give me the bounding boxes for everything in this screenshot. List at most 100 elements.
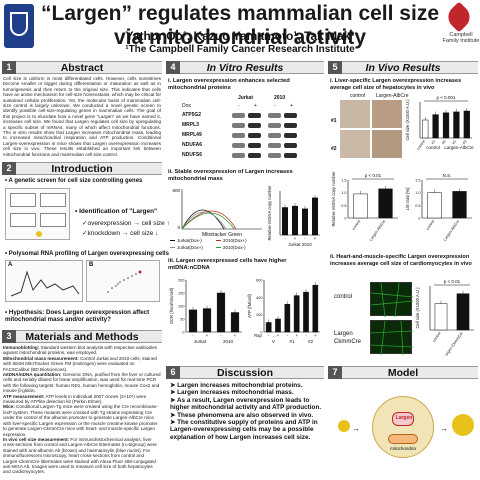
highlight-point (138, 270, 142, 274)
blot-lane: + (290, 103, 293, 109)
liver-row-2: #2 (331, 146, 337, 152)
bar (282, 207, 288, 236)
dox-label: - (268, 333, 270, 338)
y-tick-label: 0 (260, 331, 262, 335)
discussion-item: ➤ Largen increases mitochondrial mass. (170, 389, 294, 397)
bar (427, 192, 442, 219)
polysome-label: • Polysomal RNA profiling of Largen over… (5, 251, 169, 257)
screen-step-3 (10, 213, 36, 227)
methods-item: In vivo cell size measurement: For immun… (3, 436, 157, 475)
dox-label: - (192, 333, 194, 338)
bar (442, 112, 450, 139)
blot-lane: - (274, 103, 276, 109)
blot-band (268, 123, 281, 128)
discussion-title: Discussion (216, 367, 274, 379)
in-vitro-iii: iii. Largen overexpressed cells have hig… (168, 258, 287, 271)
introduction-header: Introduction 2 (2, 162, 162, 175)
x-axis-label: Jurkat 2010 (288, 242, 312, 247)
y-tick-label: 0 (418, 217, 420, 221)
dox-label: + (314, 333, 317, 338)
bar (378, 188, 393, 219)
blot-band (268, 143, 281, 148)
dox-label: + (277, 333, 280, 338)
liver-image-lg-1 (372, 100, 402, 128)
bar (422, 119, 429, 139)
maple-leaf-icon (443, 1, 475, 33)
liver-image-ctrl-2 (340, 130, 370, 158)
screen-step-2 (40, 193, 66, 207)
in-vivo-num: 5 (328, 61, 342, 74)
significance-label: N.S. (443, 173, 452, 178)
bar (202, 308, 212, 333)
identification-text: Identification of "Largen" (79, 208, 158, 215)
cell-icon (36, 231, 42, 237)
in-vivo-i: i. Liver-specific Largen overexpression … (330, 78, 462, 91)
group-label: V (272, 339, 275, 344)
y-tick-label: 400 (256, 296, 262, 300)
blot-band (232, 123, 245, 128)
dox-label: + (314, 236, 317, 241)
category-label: Largen-AlbCre (369, 219, 386, 242)
y-tick-label: 0 (182, 331, 184, 335)
bar (463, 110, 470, 139)
y-tick-label: 1.0 (415, 191, 420, 195)
discussion-num: 6 (166, 366, 180, 379)
facs-ytick: 600 (172, 188, 180, 193)
introduction-title: Introduction (51, 163, 113, 175)
blot-lane: + (254, 103, 257, 109)
bar (275, 318, 281, 333)
blot-band (248, 133, 261, 138)
polysome-trace (10, 270, 80, 297)
liver-row-1: #1 (331, 118, 337, 124)
campbell-logo: Campbell Family Institute (442, 1, 479, 54)
dox-label: - (304, 236, 306, 241)
blot-band (284, 133, 297, 138)
dox-label: - (284, 236, 286, 241)
bar (312, 197, 318, 236)
category-label: control (432, 331, 442, 343)
category-label: control (426, 219, 436, 231)
university-logo (4, 4, 34, 48)
bar (434, 303, 448, 331)
arrow-right-icon: → (440, 424, 448, 433)
blot-band (268, 133, 281, 138)
panel-b-label: B (89, 262, 94, 268)
blot-band (284, 123, 297, 128)
facs-series-line (181, 211, 227, 230)
methods-item: ATP measurement: ATP levels in individua… (3, 393, 147, 405)
y-tick-label: 0.5 (341, 204, 346, 208)
y-tick-label: 1.0 (341, 191, 346, 195)
facs-series-line (181, 209, 225, 230)
dox-label: + (234, 333, 237, 338)
bar (353, 193, 368, 219)
screen-step-1 (10, 193, 36, 207)
methods-item: Mitochondrial mass measurement: Control … (3, 355, 157, 372)
methods-item: Immunoblotting: Standard western blot an… (3, 345, 157, 356)
institute: ¹The Campbell Family Cancer Research Ins… (125, 44, 355, 55)
in-vitro-num: 4 (166, 61, 180, 74)
cell-circle (372, 396, 434, 458)
polysome-curve (10, 270, 80, 297)
bar (302, 208, 308, 236)
heart-cell-size-chart: Cell size (X1000 A.U.) control Largen-Ckmm… (415, 279, 474, 356)
bar (292, 205, 298, 236)
discussion-item: ➤ Largen increases mitochondrial protein… (170, 382, 303, 389)
introduction-num: 2 (2, 162, 16, 175)
model-header: Model 7 (328, 366, 478, 379)
largen-box: Largen (392, 412, 414, 426)
screen-label: • A genetic screen for cell size control… (5, 178, 143, 184)
in-vivo-ii: ii. Heart-and-muscle-specific Largen ove… (330, 254, 472, 267)
facs-series-line (181, 210, 237, 230)
abstract-num: 1 (2, 61, 16, 74)
blot-band (268, 153, 281, 158)
significance-label: p < 0.01 (365, 173, 382, 178)
facs-xlabel: Mitotracker Green (202, 232, 242, 238)
blot-band (248, 113, 261, 118)
bar (265, 322, 272, 333)
y-tick-label: 200 (178, 279, 184, 283)
discussion-header: Discussion 6 (166, 366, 324, 379)
hypothesis: • Hypothesis: Does Largen overexpression… (5, 309, 150, 323)
methods-num: 3 (2, 330, 16, 343)
mtdna-vitro-chart: Relative mtDNA copy number - + - +Jurkat 201… (267, 185, 320, 247)
